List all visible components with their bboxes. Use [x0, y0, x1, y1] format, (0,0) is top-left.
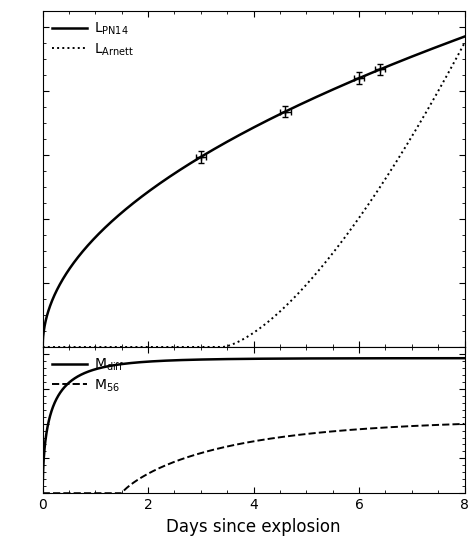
Legend: L$_{\rm PN14}$, L$_{\rm Arnett}$: L$_{\rm PN14}$, L$_{\rm Arnett}$	[47, 15, 140, 63]
Legend: M$_{\rm diff}$, M$_{56}$: M$_{\rm diff}$, M$_{56}$	[47, 351, 129, 399]
X-axis label: Days since explosion: Days since explosion	[166, 518, 341, 535]
